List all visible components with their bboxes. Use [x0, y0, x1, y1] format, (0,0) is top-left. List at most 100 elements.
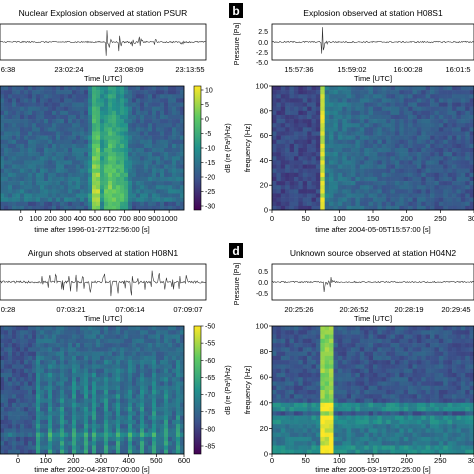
- colorbar-tick-label: -65: [205, 375, 215, 382]
- spectrogram-cell: [12, 415, 17, 421]
- spectrogram-cell: [124, 135, 129, 141]
- spectrogram-cell: [421, 102, 426, 107]
- spectrogram-cell: [72, 377, 77, 382]
- spectrogram-cell: [160, 441, 165, 446]
- spectrogram-cell: [408, 160, 413, 165]
- spectrogram-cell: [96, 360, 101, 365]
- spectrogram-cell: [152, 351, 157, 357]
- spectrogram-cell: [324, 381, 330, 387]
- spectrogram-cell: [452, 156, 457, 161]
- spectrogram-cell: [124, 189, 129, 194]
- spectrogram-cell: [20, 152, 25, 157]
- spectrogram-cell: [337, 172, 343, 178]
- spectrogram-cell: [36, 90, 41, 95]
- spectrogram-cell: [112, 135, 117, 141]
- spectrogram-cell: [4, 372, 9, 378]
- spectrogram-cell: [408, 181, 413, 186]
- spectrogram-cell: [364, 189, 369, 194]
- spectrogram-cell: [28, 385, 33, 391]
- spectrogram-cell: [16, 449, 21, 455]
- spectrogram-cell: [285, 428, 290, 433]
- spectrogram-cell: [164, 394, 169, 399]
- spectrogram-cell: [280, 377, 286, 382]
- spectrogram-cell: [176, 143, 181, 149]
- spectrogram-cell: [84, 94, 89, 99]
- spectrogram-cell: [28, 102, 33, 107]
- spectrogram-cell: [168, 355, 173, 361]
- spectrogram-cell: [148, 102, 153, 107]
- spectrogram-cell: [333, 110, 339, 116]
- y-tick-label: 40: [260, 156, 268, 165]
- spectrogram-cell: [272, 355, 277, 361]
- spectrogram-cell: [24, 351, 29, 357]
- spectrogram-cell: [12, 360, 17, 365]
- spectrogram-cell: [307, 86, 312, 91]
- spectrogram-cell: [12, 160, 17, 165]
- spectrogram-cell: [24, 197, 29, 203]
- spectrogram-cell: [386, 160, 391, 165]
- spectrogram-cell: [116, 334, 121, 340]
- spectrogram-cell: [276, 338, 282, 344]
- spectrogram-cell: [64, 411, 69, 416]
- spectrogram-cell: [68, 131, 73, 136]
- spectrogram-cell: [346, 143, 352, 149]
- spectrogram-cell: [351, 201, 356, 207]
- spectrogram-cell: [8, 168, 13, 174]
- spectrogram-cell: [329, 185, 334, 190]
- spectrogram-cell: [164, 197, 169, 203]
- spectrogram-cell: [68, 441, 73, 446]
- spectrogram-cell: [96, 424, 101, 429]
- spectrogram-cell: [152, 127, 157, 132]
- spectrogram-cell: [311, 106, 317, 112]
- spectrogram-cell: [128, 360, 133, 365]
- spectrogram-cell: [144, 181, 149, 186]
- spectrogram-cell: [88, 330, 93, 335]
- spectrogram-cell: [285, 193, 290, 198]
- spectrogram-cell: [100, 197, 105, 203]
- spectrogram-cell: [128, 86, 133, 91]
- spectrogram-cell: [355, 364, 361, 369]
- spectrogram-cell: [120, 193, 125, 198]
- spectrogram-cell: [368, 86, 374, 91]
- spectrogram-cell: [452, 168, 457, 174]
- spectrogram-cell: [438, 114, 444, 120]
- spectrogram-cell: [144, 368, 149, 374]
- spectrogram-cell: [8, 135, 13, 141]
- spectrogram-cell: [100, 106, 105, 112]
- spectrogram-cell: [116, 394, 121, 399]
- spectrogram-cell: [52, 160, 57, 165]
- spectrogram-cell: [368, 106, 374, 112]
- spectrogram-cell: [272, 205, 277, 211]
- spectrogram-cell: [128, 441, 133, 446]
- spectrogram-cell: [0, 148, 5, 153]
- spectrogram-cell: [386, 114, 391, 120]
- spectrogram-cell: [136, 419, 141, 425]
- spectrogram-cell: [377, 86, 383, 91]
- spectrogram-cell: [311, 334, 317, 340]
- spectrogram-cell: [425, 135, 431, 141]
- spectrogram-cell: [76, 148, 81, 153]
- spectrogram-cell: [16, 114, 21, 120]
- spectrogram-cell: [108, 90, 113, 95]
- spectrogram-cell: [76, 176, 81, 182]
- spectrogram-cell: [364, 106, 369, 112]
- spectrogram-cell: [28, 390, 33, 395]
- spectrogram-cell: [68, 168, 73, 174]
- spectrogram-cell: [0, 193, 5, 198]
- spectrogram-cell: [160, 347, 165, 352]
- spectrogram-cell: [403, 152, 409, 157]
- spectrogram-cell: [72, 98, 77, 103]
- spectrogram-cell: [172, 205, 177, 211]
- spectrogram-cell: [144, 398, 149, 404]
- spectrogram-cell: [24, 360, 29, 365]
- spectrogram-cell: [48, 127, 53, 132]
- spectrogram-cell: [100, 360, 105, 365]
- spectrogram-cell: [329, 449, 334, 455]
- spectrogram-cell: [12, 419, 17, 425]
- spectrogram-cell: [96, 445, 101, 451]
- spectrogram-cell: [28, 326, 33, 331]
- spectrogram-cell: [377, 156, 383, 161]
- spectrogram-cell: [368, 156, 374, 161]
- spectrogram-cell: [72, 119, 77, 124]
- panel-d-title: Unknown source observed at station H04N2: [290, 248, 457, 258]
